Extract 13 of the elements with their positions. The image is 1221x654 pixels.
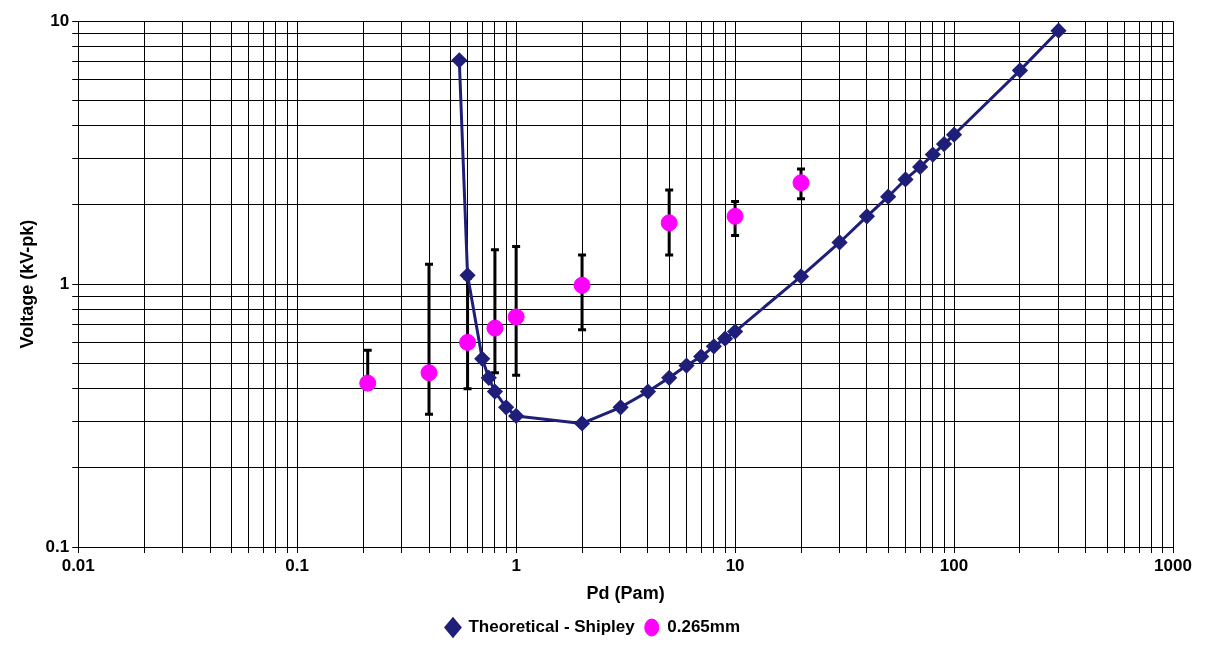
y-tick-label: 1: [59, 273, 70, 293]
legend-label: 0.265mm: [667, 617, 741, 637]
y-tick-label: 10: [50, 10, 70, 30]
legend-label: Theoretical - Shipley: [468, 617, 636, 637]
x-tick-label: 10: [725, 555, 745, 575]
y-tick-label: 0.1: [45, 536, 70, 556]
x-tick-label: 0.1: [285, 555, 310, 575]
x-tick-label: 0.01: [61, 555, 95, 575]
x-tick-label: 1000: [1154, 555, 1192, 575]
y-axis-title: Voltage (kV-pk): [16, 219, 37, 349]
x-tick-label: 1: [511, 555, 521, 575]
x-tick-label: 100: [939, 555, 969, 575]
x-axis-title: Pd (Pam): [586, 583, 665, 604]
